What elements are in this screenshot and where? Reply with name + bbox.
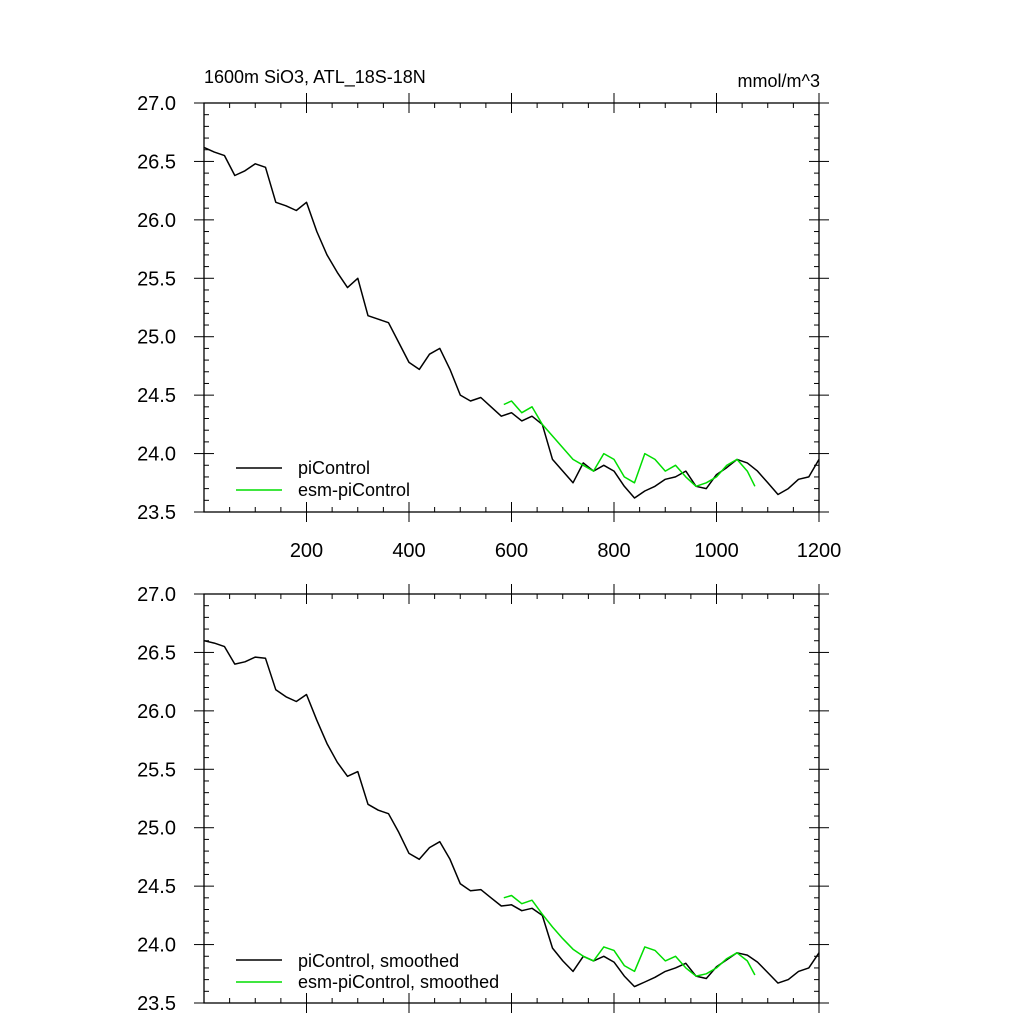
legend-label-esm-picontrol: esm-piControl bbox=[298, 480, 410, 500]
y-tick-label: 25.0 bbox=[137, 818, 176, 840]
y-tick-label: 23.5 bbox=[137, 502, 176, 524]
legend-label-picontrol-smoothed: piControl, smoothed bbox=[298, 951, 459, 971]
y-tick-label: 27.0 bbox=[137, 584, 176, 606]
y-tick-label: 25.5 bbox=[137, 268, 176, 290]
legend-label-picontrol: piControl bbox=[298, 458, 370, 478]
series-lines bbox=[203, 146, 820, 499]
x-tick-label: 1000 bbox=[694, 540, 739, 562]
y-tick-label: 24.0 bbox=[137, 935, 176, 957]
axis-ticks bbox=[194, 584, 829, 1013]
series-line-picontrol-smoothed bbox=[203, 639, 820, 988]
y-tick-label: 27.0 bbox=[137, 93, 176, 115]
x-tick-label: 400 bbox=[392, 540, 425, 562]
axis-ticks bbox=[194, 93, 829, 522]
y-tick-label: 24.0 bbox=[137, 444, 176, 466]
y-tick-label: 24.5 bbox=[137, 385, 176, 407]
y-tick-label: 26.0 bbox=[137, 210, 176, 232]
y-tick-label: 26.5 bbox=[137, 151, 176, 173]
y-tick-label: 24.5 bbox=[137, 876, 176, 898]
y-tick-label: 26.0 bbox=[137, 701, 176, 723]
top-chart-panel: 1600m SiO3, ATL_18S-18N mmol/m^3 23.5 24.… bbox=[137, 67, 841, 562]
y-tick-label: 25.0 bbox=[137, 327, 176, 349]
series-line-esm-picontrol-smoothed bbox=[503, 894, 756, 977]
chart-title: 1600m SiO3, ATL_18S-18N bbox=[204, 67, 426, 88]
x-tick-label: 200 bbox=[290, 540, 323, 562]
series-line-esm-picontrol bbox=[503, 400, 756, 488]
y-tick-label: 26.5 bbox=[137, 642, 176, 664]
units-label: mmol/m^3 bbox=[738, 71, 820, 91]
x-tick-label: 1200 bbox=[797, 540, 842, 562]
y-tick-labels: 23.5 24.0 24.5 25.0 25.5 26.0 26.5 27.0 bbox=[137, 584, 176, 1015]
series-lines bbox=[203, 639, 820, 988]
legend: piControl, smoothed esm-piControl, smoot… bbox=[236, 951, 499, 992]
y-tick-labels: 23.5 24.0 24.5 25.0 25.5 26.0 26.5 27.0 bbox=[137, 93, 176, 524]
legend: piControl esm-piControl bbox=[236, 458, 410, 500]
x-tick-label: 600 bbox=[495, 540, 528, 562]
y-tick-label: 25.5 bbox=[137, 759, 176, 781]
y-tick-label: 23.5 bbox=[137, 993, 176, 1015]
x-tick-labels: 200 400 600 800 1000 1200 bbox=[290, 540, 841, 562]
x-tick-label: 800 bbox=[597, 540, 630, 562]
series-line-picontrol bbox=[203, 146, 820, 499]
legend-label-esm-picontrol-smoothed: esm-piControl, smoothed bbox=[298, 972, 499, 992]
bottom-chart-panel: 23.5 24.0 24.5 25.0 25.5 26.0 26.5 27.0 piContr… bbox=[137, 584, 829, 1015]
